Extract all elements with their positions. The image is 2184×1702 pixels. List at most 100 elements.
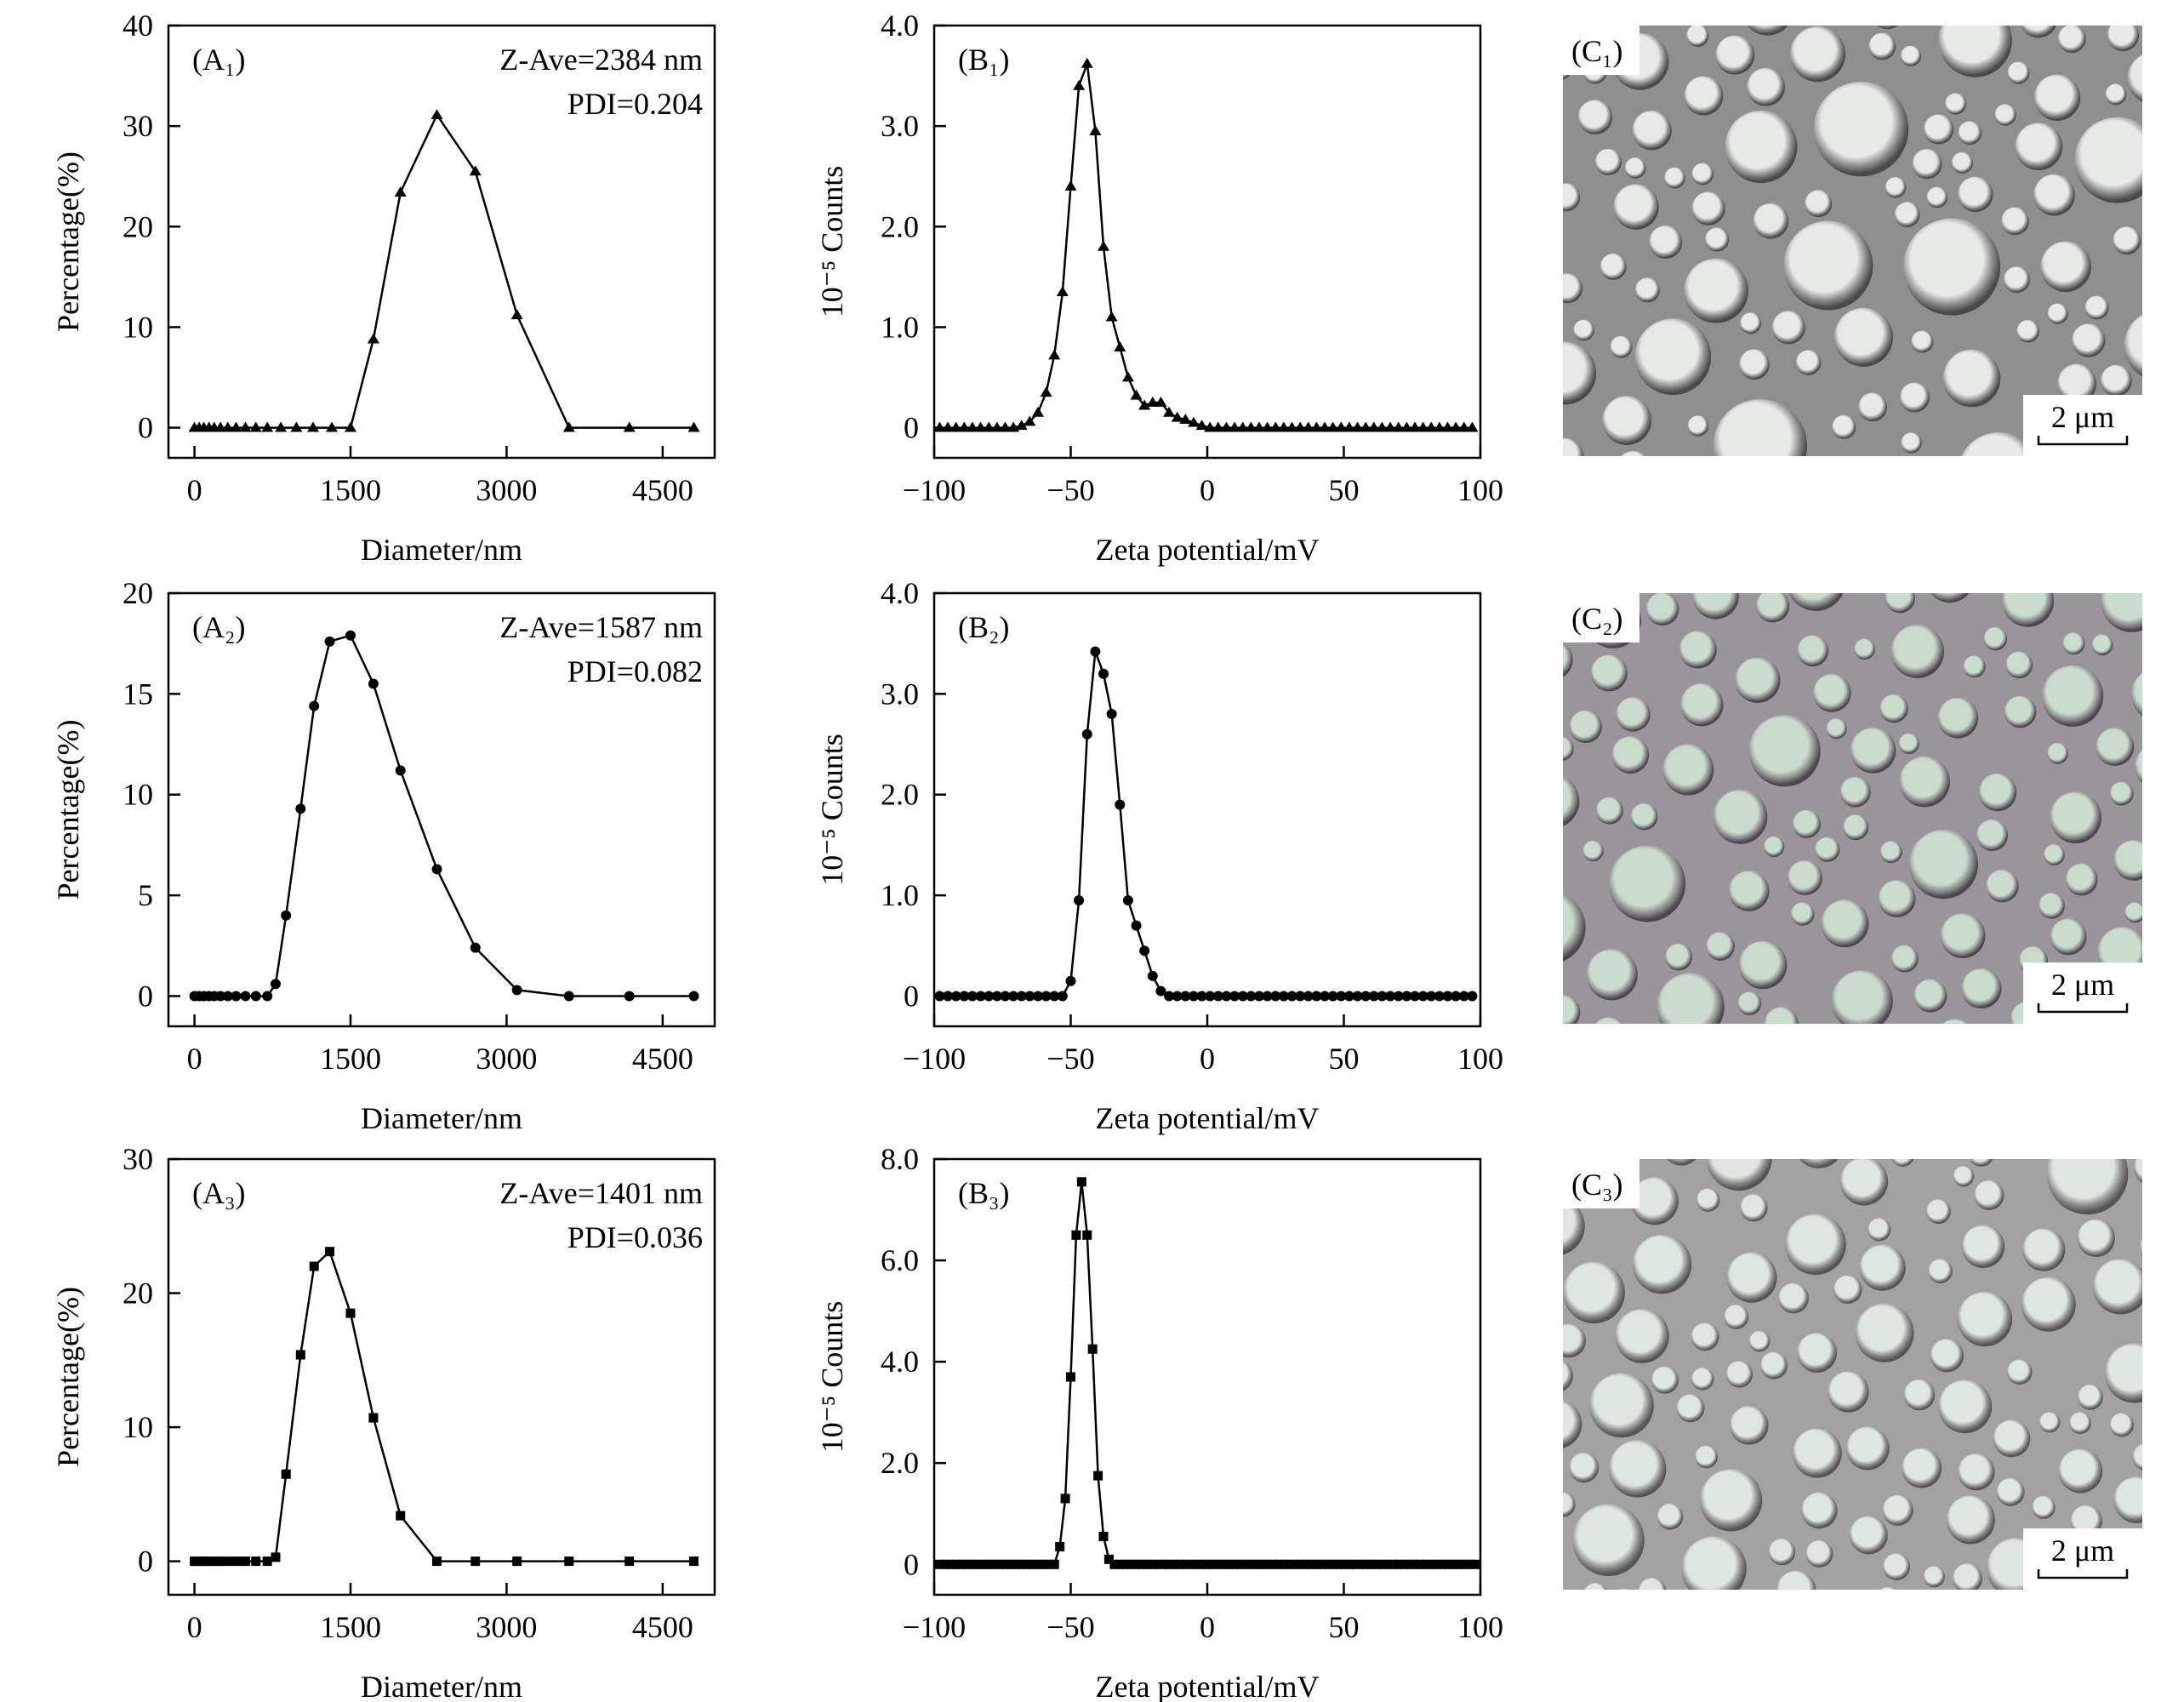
- particle: [1590, 654, 1628, 692]
- particle: [1833, 307, 1893, 367]
- y-tick-label: 0: [138, 979, 153, 1013]
- data-point: [1196, 991, 1207, 1002]
- data-point: [1175, 1559, 1185, 1569]
- particle: [1783, 220, 1873, 311]
- y-tick-label: 0: [904, 411, 919, 445]
- x-tick-label: 100: [1457, 473, 1503, 507]
- data-point: [1024, 991, 1035, 1002]
- particle: [2092, 1259, 2142, 1315]
- data-point: [689, 1556, 699, 1567]
- panel-label: (B₁): [958, 43, 1010, 77]
- data-point: [995, 1559, 1005, 1569]
- data-point: [275, 421, 288, 432]
- data-point: [687, 421, 700, 432]
- data-point: [1368, 991, 1379, 1002]
- particle: [1858, 392, 1887, 422]
- data-point: [261, 421, 274, 432]
- particle: [1728, 871, 1770, 911]
- data-point: [983, 421, 995, 432]
- data-point: [306, 421, 319, 432]
- x-tick-label: 1500: [320, 473, 381, 507]
- data-point: [933, 421, 946, 432]
- particle: [1788, 860, 1822, 895]
- y-tick-label: 30: [123, 1142, 153, 1176]
- particle: [2139, 1237, 2142, 1257]
- micrograph-image: (C₂) 2 μm: [1563, 593, 2142, 1024]
- particle: [1730, 1406, 1769, 1445]
- x-axis-label: Zeta potential/mV: [1096, 1670, 1320, 1702]
- data-point: [1246, 1559, 1256, 1569]
- particle: [2047, 742, 2068, 764]
- plot-frame: [167, 24, 716, 460]
- data-point: [1229, 1559, 1240, 1569]
- panel-label: (C₃): [1571, 1168, 1623, 1202]
- data-point: [231, 1556, 241, 1567]
- data-point: [1229, 991, 1240, 1002]
- particle: [1563, 1360, 1573, 1391]
- particle: [2078, 1384, 2103, 1410]
- particle: [1983, 626, 2008, 651]
- particle: [1563, 894, 1586, 962]
- data-point: [1303, 991, 1314, 1002]
- particle: [1738, 940, 1788, 990]
- data-point: [1352, 991, 1363, 1002]
- data-point: [1212, 421, 1224, 432]
- data-point: [325, 421, 338, 432]
- particle: [1724, 1304, 1749, 1329]
- data-point: [1301, 1559, 1311, 1569]
- data-point: [470, 942, 481, 953]
- data-point: [1343, 421, 1355, 432]
- data-point: [949, 421, 962, 432]
- data-point: [1205, 991, 1216, 1002]
- y-tick-label: 0: [904, 979, 919, 1013]
- micrograph-c3: (C₃) 2 μm: [1563, 1159, 2142, 1590]
- particle: [1986, 869, 2019, 903]
- data-point: [564, 1556, 574, 1567]
- series-line-b1: [939, 62, 1473, 429]
- x-axis-label: Diameter/nm: [361, 1670, 522, 1702]
- series-line-b2: [939, 650, 1473, 997]
- particle: [2124, 902, 2142, 923]
- particle: [1713, 399, 1807, 456]
- particle: [1912, 149, 1942, 180]
- particle: [1609, 1440, 1667, 1498]
- data-point: [1098, 240, 1110, 251]
- particle: [1785, 1214, 1846, 1276]
- particle: [2021, 1276, 2076, 1332]
- particle: [1610, 335, 1633, 358]
- particle: [1879, 1586, 1896, 1590]
- y-tick-label: 2.0: [881, 209, 919, 243]
- data-point: [345, 421, 356, 432]
- data-point: [1384, 421, 1397, 432]
- data-point: [1286, 421, 1298, 432]
- x-tick-label: 0: [1200, 1610, 1215, 1644]
- particle: [1924, 114, 1954, 145]
- particle: [1797, 635, 1829, 667]
- data-point: [1098, 668, 1109, 679]
- data-point: [470, 1556, 481, 1567]
- data-point: [951, 1559, 961, 1569]
- particle: [1879, 841, 1902, 864]
- particle: [1563, 995, 1581, 1024]
- particle: [1740, 1194, 1768, 1222]
- data-point: [959, 991, 970, 1002]
- data-point: [1164, 991, 1175, 1002]
- data-point: [1139, 945, 1150, 957]
- x-tick-label: 0: [1200, 473, 1215, 507]
- particle: [2044, 844, 2065, 865]
- chart-b2: −100 −50 0 50 100 0 1.0 2.0 3.0 4.0 Zeta potential…: [815, 576, 1503, 1135]
- data-point: [1277, 421, 1290, 432]
- data-point: [1220, 421, 1233, 432]
- y-tick-label: 1.0: [881, 878, 919, 912]
- data-point: [1044, 1559, 1054, 1569]
- data-point: [1022, 1559, 1032, 1569]
- particle: [1903, 218, 2001, 316]
- particle: [1634, 318, 1712, 396]
- scale-bar-box: [2023, 962, 2142, 1024]
- data-point: [1236, 421, 1249, 432]
- particle: [1739, 349, 1770, 380]
- data-point: [510, 309, 523, 320]
- particle: [1911, 330, 1934, 353]
- data-point: [1326, 421, 1339, 432]
